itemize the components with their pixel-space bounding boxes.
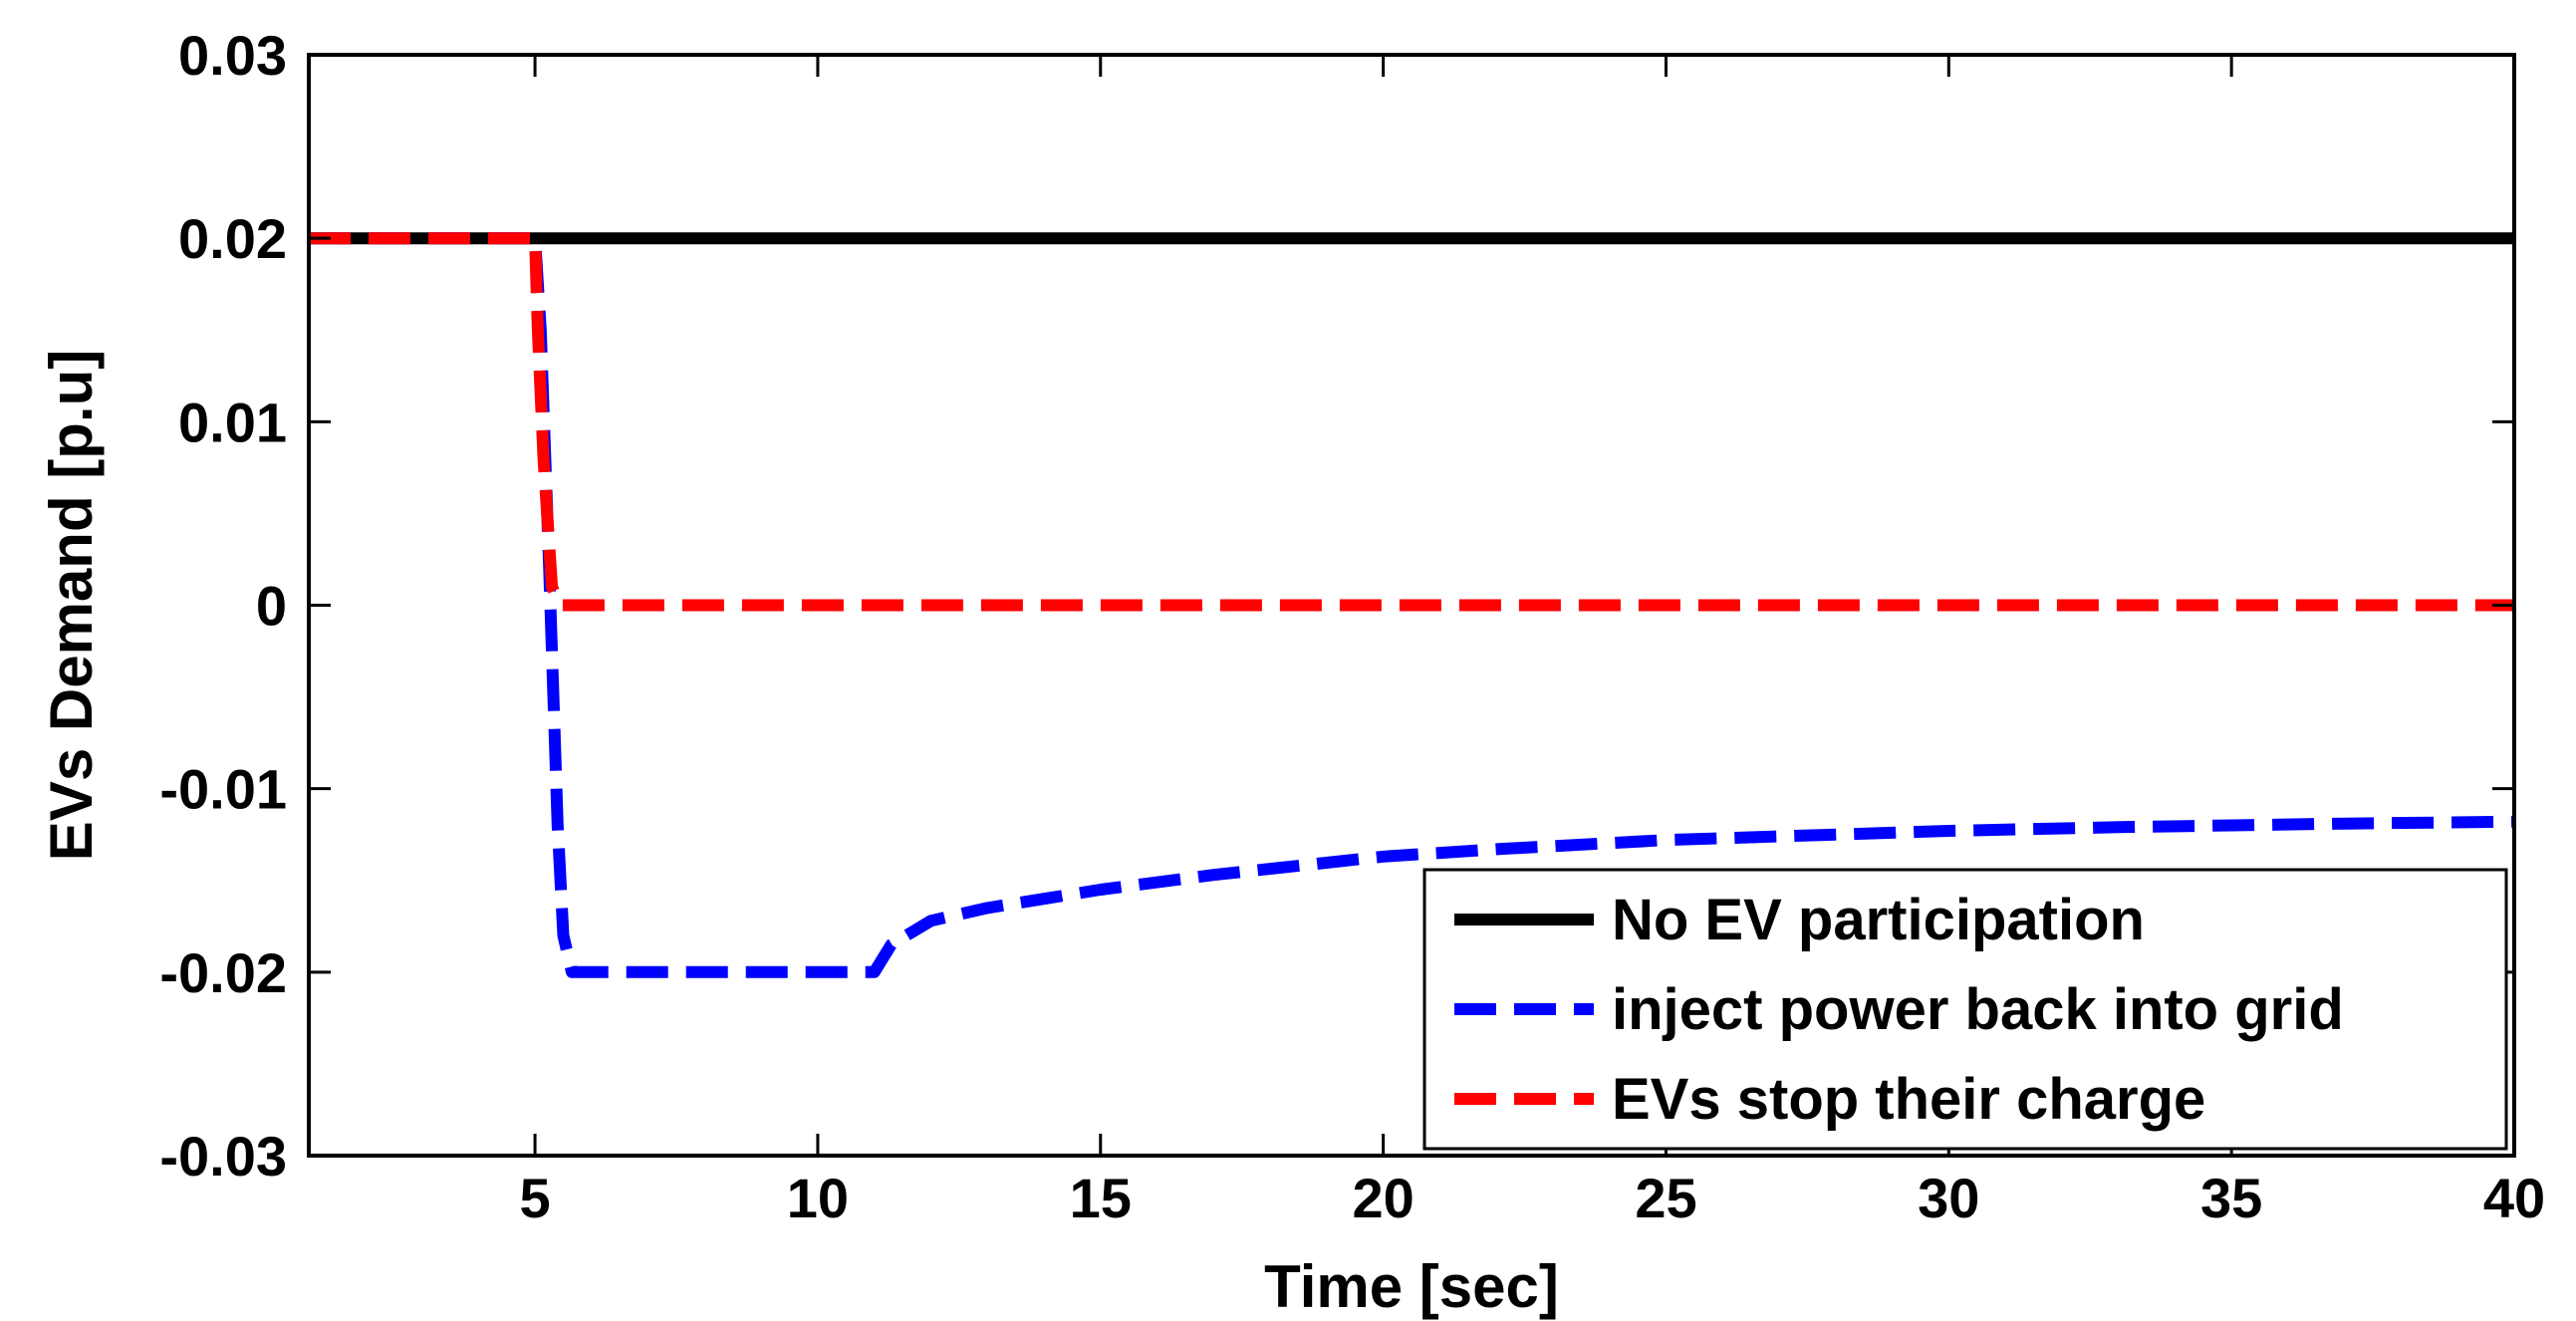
x-tick-label: 10 [787,1167,849,1229]
legend: No EV participation inject power back int… [1422,868,2508,1151]
y-tick-label: 0 [256,575,287,638]
y-tick-label: 0.02 [178,207,287,270]
plot-area [309,232,2515,978]
x-tick-label: 15 [1070,1167,1132,1229]
x-axis-label: Time [sec] [1264,1253,1559,1320]
series-line-3 [309,232,2514,612]
y-tick-label: -0.02 [159,941,287,1004]
x-tick-label: 40 [2483,1167,2545,1229]
legend-label: EVs stop their charge [1612,1067,2205,1132]
y-axis: -0.03 -0.02 -0.01 0 0.01 0.02 0.03 [159,24,2514,1188]
series-line-2 [309,232,2515,978]
y-tick-label: 0.01 [178,391,287,453]
x-axis: 5 10 15 20 25 30 35 40 [519,55,2545,1229]
x-tick-label: 5 [519,1167,550,1229]
x-tick-label: 25 [1635,1167,1696,1229]
legend-label: No EV participation [1612,888,2145,952]
y-tick-label: 0.03 [178,24,287,87]
legend-label: inject power back into grid [1612,977,2344,1042]
y-tick-label: -0.01 [159,758,287,821]
y-axis-label: EVs Demand [p.u] [38,350,105,861]
x-tick-label: 30 [1918,1167,1979,1229]
y-tick-label: -0.03 [159,1125,287,1188]
legend-box [1422,868,2508,1151]
x-tick-label: 35 [2200,1167,2262,1229]
x-tick-label: 20 [1352,1167,1414,1229]
